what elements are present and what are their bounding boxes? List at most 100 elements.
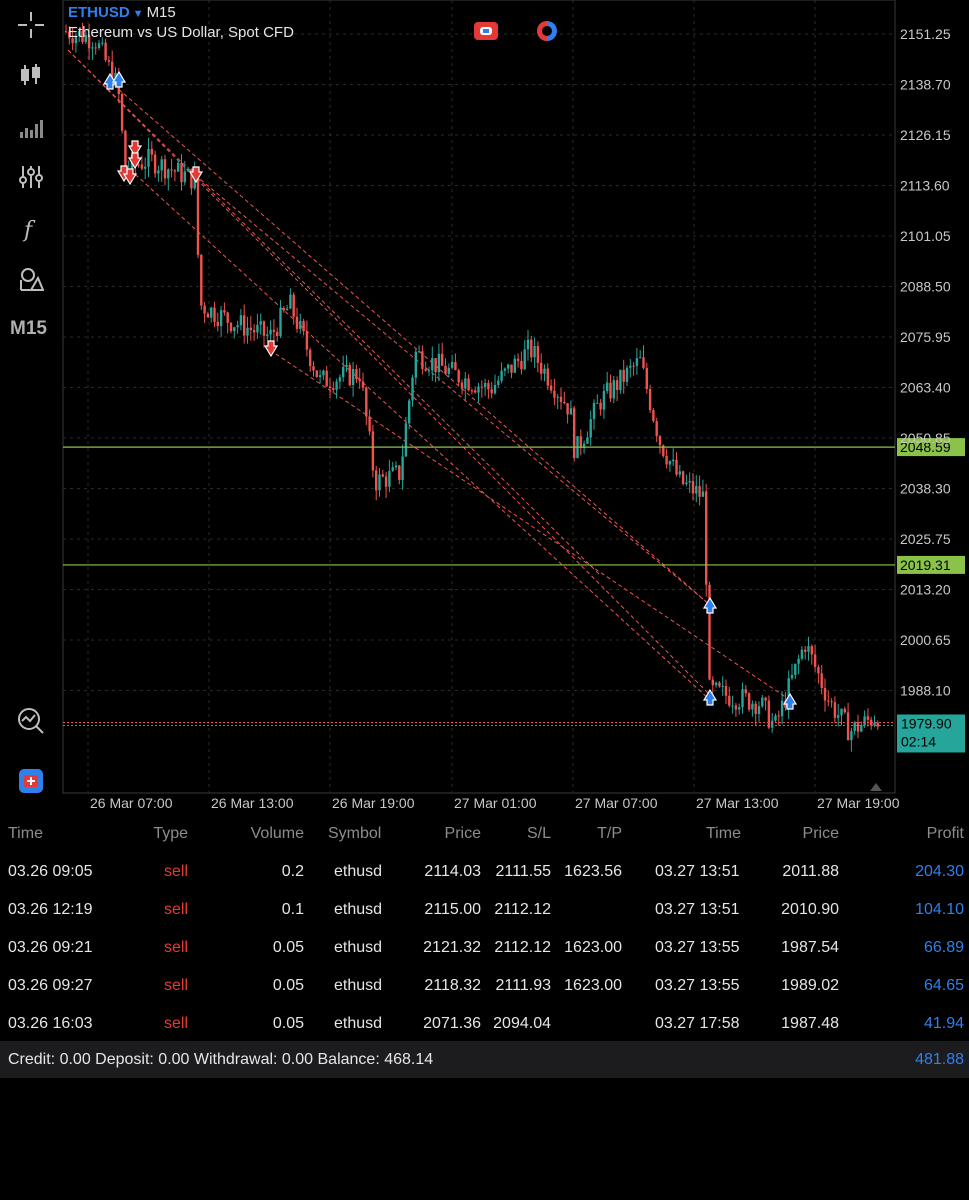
candle-body xyxy=(335,381,338,390)
cell-tp: 1623.00 xyxy=(564,939,622,956)
symbol-header[interactable]: ETHUSD ▼ M15 xyxy=(68,4,176,23)
candle-body xyxy=(711,679,714,686)
candle-body xyxy=(414,351,417,378)
col-price: Price xyxy=(444,825,481,842)
candle-body xyxy=(381,474,384,477)
candle-body xyxy=(774,715,777,721)
candle-body xyxy=(543,368,546,374)
timeframe-label[interactable]: M15 xyxy=(10,318,47,339)
candle-body xyxy=(467,378,470,391)
candle-body xyxy=(97,43,101,49)
candle-body xyxy=(391,467,394,471)
candle-body xyxy=(305,331,309,350)
table-row[interactable]: 03.26 09:21 sell 0.05 ethusd 2121.32 2112.12 1… xyxy=(0,929,969,967)
table-row[interactable]: 03.26 16:03 sell 0.05 ethusd 2071.36 2094.04 0… xyxy=(0,1005,969,1043)
symbol-timeframe: M15 xyxy=(146,4,176,21)
symbol-name[interactable]: ETHUSD xyxy=(68,4,130,21)
candle-body xyxy=(351,368,355,386)
cell-time: 03.26 09:21 xyxy=(8,939,93,956)
trade-panel-icon[interactable] xyxy=(473,20,499,42)
candle-body xyxy=(790,674,794,679)
candle-body xyxy=(94,47,97,49)
candle-body xyxy=(348,364,351,386)
candle-body xyxy=(444,365,447,374)
cell-volume: 0.2 xyxy=(281,863,304,880)
cell-close-price: 2011.88 xyxy=(782,863,839,880)
cell-profit: 204.30 xyxy=(915,863,964,880)
candle-body xyxy=(186,168,190,172)
objects-icon[interactable] xyxy=(12,260,50,298)
summary-text: Credit: 0.00 Deposit: 0.00 Withdrawal: 0… xyxy=(8,1051,434,1068)
candle-body xyxy=(477,386,480,393)
trade-search-icon[interactable] xyxy=(12,702,50,740)
chevron-down-icon[interactable]: ▼ xyxy=(132,8,144,20)
candle-body xyxy=(589,419,592,438)
candle-body xyxy=(124,130,127,169)
candle-body xyxy=(757,706,761,714)
candle-body xyxy=(101,42,104,44)
table-row[interactable]: 03.26 12:19 sell 0.1 ethusd 2115.00 2112.12 03… xyxy=(0,891,969,929)
indicators-icon[interactable]: f xyxy=(12,210,50,248)
cell-time: 03.26 12:19 xyxy=(8,901,93,918)
price-tick-label: 2038.30 xyxy=(900,481,951,497)
candle-body xyxy=(295,316,299,329)
candle-body xyxy=(358,379,361,382)
candle-body xyxy=(830,701,833,703)
candle-body xyxy=(470,390,474,392)
price-tick-label: 2138.70 xyxy=(900,77,951,93)
trade-line xyxy=(107,79,711,606)
cell-time: 03.26 09:05 xyxy=(8,863,93,880)
candle-body xyxy=(843,708,846,713)
candle-body xyxy=(668,461,672,465)
price-tick-label: 2113.60 xyxy=(900,178,950,194)
candle-body xyxy=(837,715,840,718)
candle-body xyxy=(701,491,705,497)
cell-type: sell xyxy=(163,977,188,994)
cell-time: 03.26 16:03 xyxy=(8,1015,93,1032)
cell-sl: 2111.55 xyxy=(495,863,551,880)
candle-body xyxy=(91,47,94,49)
candle-body xyxy=(365,387,368,417)
price-tick-label: 2063.40 xyxy=(900,380,951,396)
col-profit: Profit xyxy=(926,825,964,842)
candle-body xyxy=(434,358,437,372)
candle-body xyxy=(731,705,734,707)
price-chart[interactable]: 2048.59 2019.31 1979.90 02:14 2151.25 2138.7… xyxy=(0,0,969,815)
candle-body xyxy=(652,410,655,422)
candle-body xyxy=(863,716,866,725)
chart-type-icon[interactable] xyxy=(12,56,50,94)
candle-body xyxy=(64,31,68,33)
candle-body xyxy=(708,584,711,680)
candle-body xyxy=(223,310,226,313)
candle-body xyxy=(180,162,183,183)
candle-body xyxy=(137,164,140,166)
trade-line xyxy=(269,349,791,701)
candle-body xyxy=(569,408,573,415)
table-row[interactable]: 03.26 09:05 sell 0.2 ethusd 2114.03 2111.55 16… xyxy=(0,853,969,891)
scroll-end-icon xyxy=(870,783,882,791)
candle-body xyxy=(157,170,160,174)
candle-body xyxy=(536,346,540,363)
candle-body xyxy=(606,382,609,392)
table-row[interactable]: 03.26 09:27 sell 0.05 ethusd 2118.32 2111.93 1… xyxy=(0,967,969,1005)
candle-body xyxy=(797,658,800,664)
candle-body xyxy=(74,36,78,44)
candle-body xyxy=(371,431,375,471)
col-tp: T/P xyxy=(597,825,622,842)
col-time: Time xyxy=(8,825,43,842)
candle-body xyxy=(78,30,81,37)
one-click-trading-icon[interactable] xyxy=(12,762,50,800)
volume-icon[interactable] xyxy=(12,108,50,146)
candle-body xyxy=(328,386,332,389)
candle-body xyxy=(582,443,586,448)
cell-price: 2121.32 xyxy=(423,939,481,956)
candle-body xyxy=(741,689,744,708)
candle-body xyxy=(695,486,698,494)
cell-type: sell xyxy=(163,1015,188,1032)
depth-of-market-icon[interactable] xyxy=(534,20,560,42)
crosshair-icon[interactable] xyxy=(12,6,50,44)
cell-close-time: 03.27 13:55 xyxy=(655,977,740,994)
settings-sliders-icon[interactable] xyxy=(12,158,50,196)
cell-tp: 1623.56 xyxy=(564,863,622,880)
time-tick-label: 27 Mar 07:00 xyxy=(575,795,658,811)
